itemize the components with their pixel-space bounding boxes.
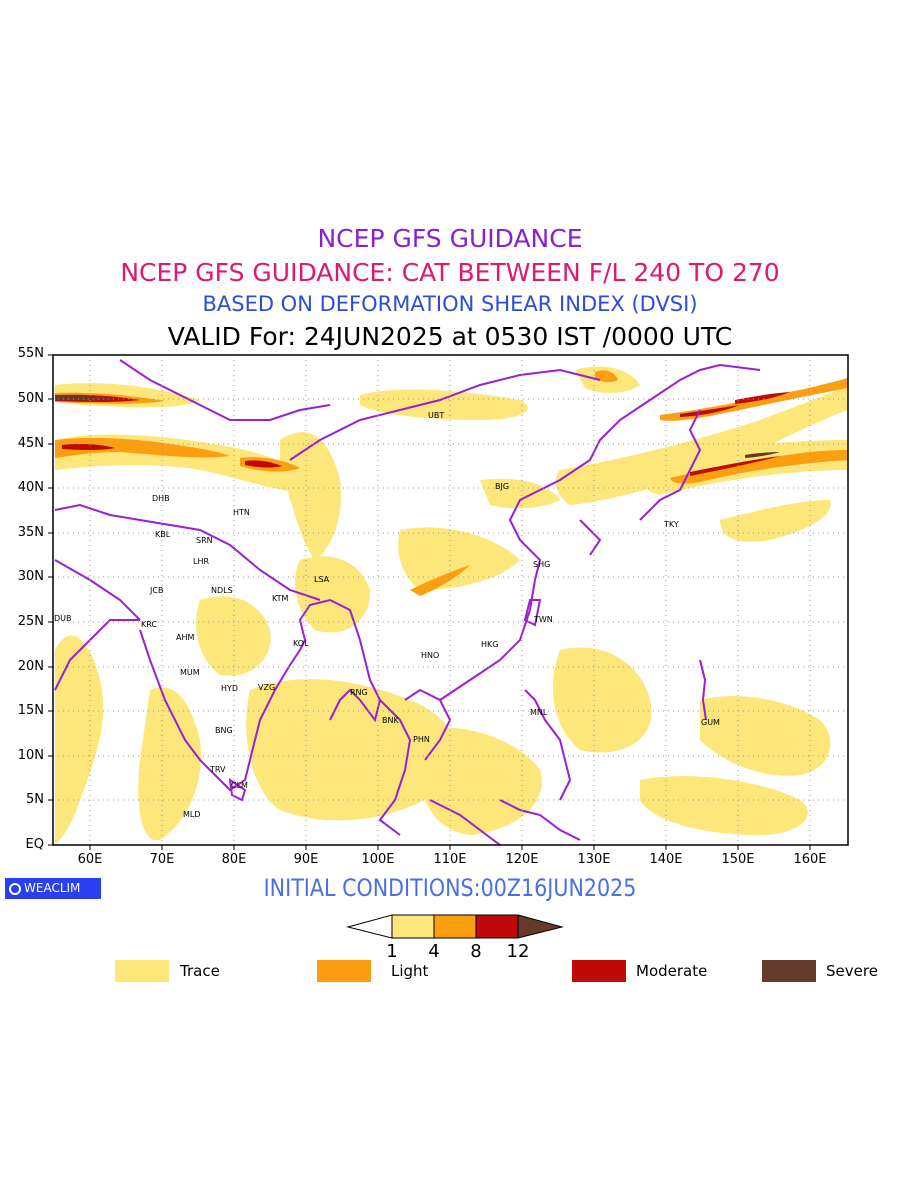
legend-label-severe: Severe xyxy=(826,962,878,980)
station-label: MLD xyxy=(183,810,201,819)
lat-label: 30N xyxy=(17,569,44,584)
station-label: TWN xyxy=(533,615,553,624)
colorbar-tick: 4 xyxy=(428,941,440,962)
colorbar-moderate xyxy=(475,914,519,939)
lat-label: 50N xyxy=(17,391,44,406)
colorbar xyxy=(346,914,564,939)
lat-label: 45N xyxy=(17,436,44,451)
colorbar-severe xyxy=(517,914,564,939)
station-label: JCB xyxy=(149,586,163,595)
title-product: NCEP GFS GUIDANCE: CAT BETWEEN F/L 240 T… xyxy=(120,258,780,287)
station-label: TRV xyxy=(209,765,226,774)
lon-label: 130E xyxy=(577,852,611,867)
station-label: GUM xyxy=(701,718,720,727)
axis-ticks xyxy=(48,354,811,850)
legend-label-moderate: Moderate xyxy=(636,962,708,980)
lat-label: 35N xyxy=(17,525,44,540)
station-label: BNG xyxy=(215,726,233,735)
colorbar-under xyxy=(346,914,393,939)
lon-label: 160E xyxy=(793,852,827,867)
station-label: KBL xyxy=(155,530,171,539)
lon-label: 140E xyxy=(649,852,683,867)
legend-swatch-trace xyxy=(115,960,169,982)
lat-label: 10N xyxy=(17,748,44,763)
station-label: KOL xyxy=(293,639,309,648)
title-main: NCEP GFS GUIDANCE xyxy=(317,224,583,253)
station-label: UBT xyxy=(428,411,444,420)
lat-label: 20N xyxy=(17,659,44,674)
lon-label: 60E xyxy=(77,852,103,867)
station-label: BJG xyxy=(495,482,509,491)
station-labels: UBT BJG TKY DHB HTN KBL SRN LHR NDLS JCB… xyxy=(54,411,720,819)
station-label: MNL xyxy=(530,708,548,717)
legend-swatch-severe xyxy=(762,960,816,982)
lon-label: 110E xyxy=(433,852,467,867)
station-label: AHM xyxy=(176,633,194,642)
station-label: VZG xyxy=(258,683,275,692)
lon-label: 90E xyxy=(293,852,319,867)
station-label: HNO xyxy=(421,651,439,660)
station-label: HYD xyxy=(221,684,238,693)
lon-label: 120E xyxy=(505,852,539,867)
station-label: RNG xyxy=(350,688,368,697)
station-label: HTN xyxy=(233,508,250,517)
station-label: LSA xyxy=(314,575,330,584)
station-label: KRC xyxy=(141,620,157,629)
station-label: LHR xyxy=(193,557,209,566)
lat-label: 40N xyxy=(17,480,44,495)
station-label: MUM xyxy=(180,668,200,677)
graticule xyxy=(53,355,848,845)
station-label: PHN xyxy=(413,735,430,744)
legend-label-light: Light xyxy=(391,962,429,980)
colorbar-trace xyxy=(391,914,435,939)
logo-text: WEACLIM xyxy=(24,881,81,895)
station-label: SHG xyxy=(533,560,550,569)
lon-label: 100E xyxy=(361,852,395,867)
lat-label: EQ xyxy=(25,837,44,852)
title-method: BASED ON DEFORMATION SHEAR INDEX (DVSI) xyxy=(202,292,698,316)
station-label: NDLS xyxy=(211,586,233,595)
colorbar-tick: 1 xyxy=(386,941,398,962)
station-label: CLM xyxy=(231,781,248,790)
lon-label: 150E xyxy=(721,852,755,867)
station-label: KTM xyxy=(272,594,289,603)
colorbar-tick: 12 xyxy=(506,941,530,962)
station-label: TKY xyxy=(663,520,679,529)
colorbar-tick: 8 xyxy=(470,941,482,962)
initial-conditions: INITIAL CONDITIONS:00Z16JUN2025 xyxy=(263,874,637,902)
station-label: DUB xyxy=(54,614,72,623)
legend-swatch-light xyxy=(317,960,371,982)
weaclim-logo: WEACLIM xyxy=(5,878,101,899)
lon-label: 70E xyxy=(149,852,175,867)
lat-label: 25N xyxy=(17,614,44,629)
cat-field xyxy=(55,366,848,845)
country-borders xyxy=(54,359,761,845)
legend-label-trace: Trace xyxy=(180,962,220,980)
station-label: HKG xyxy=(481,640,498,649)
colorbar-light xyxy=(433,914,477,939)
station-label: BNK xyxy=(382,716,399,725)
lon-label: 80E xyxy=(221,852,247,867)
station-label: DHB xyxy=(152,494,170,503)
legend-swatch-moderate xyxy=(572,960,626,982)
copyright-icon xyxy=(9,883,21,895)
lat-label: 55N xyxy=(17,346,44,361)
title-valid-time: VALID For: 24JUN2025 at 0530 IST /0000 U… xyxy=(167,322,733,351)
station-label: SRN xyxy=(196,536,213,545)
lat-label: 5N xyxy=(26,792,44,807)
lat-label: 15N xyxy=(17,703,44,718)
